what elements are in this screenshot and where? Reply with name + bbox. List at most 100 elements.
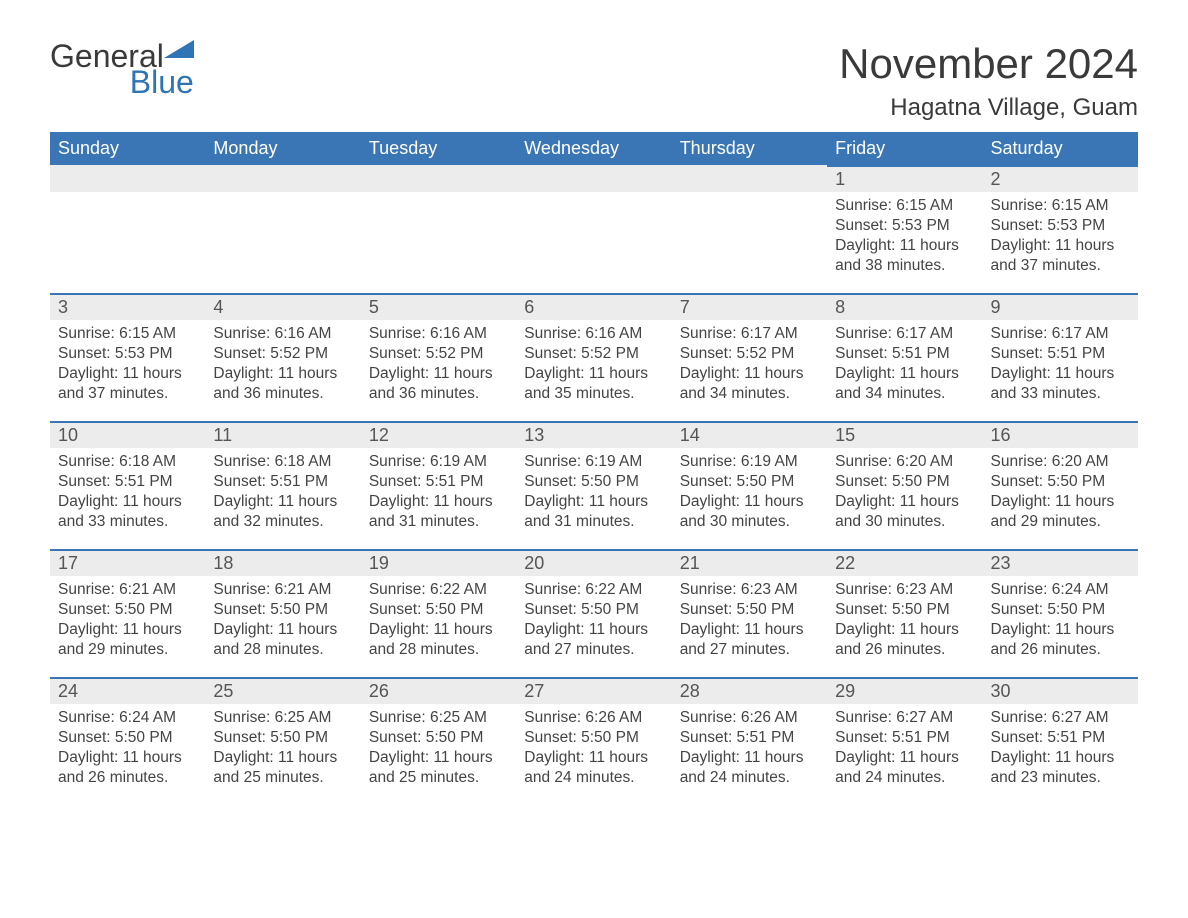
daylight-line: Daylight: 11 hours and 26 minutes. <box>991 620 1130 660</box>
header: General Blue November 2024 Hagatna Villa… <box>50 40 1138 132</box>
sunset-line: Sunset: 5:50 PM <box>991 600 1130 620</box>
calendar-day-cell: 21Sunrise: 6:23 AMSunset: 5:50 PMDayligh… <box>672 549 827 677</box>
sunrise-line: Sunrise: 6:19 AM <box>369 452 508 472</box>
day-number: 16 <box>983 421 1138 448</box>
sunrise-line: Sunrise: 6:18 AM <box>58 452 197 472</box>
sunset-line: Sunset: 5:51 PM <box>369 472 508 492</box>
sunset-line: Sunset: 5:51 PM <box>991 728 1130 748</box>
daylight-line: Daylight: 11 hours and 29 minutes. <box>58 620 197 660</box>
sunset-line: Sunset: 5:51 PM <box>991 344 1130 364</box>
weekday-header: Saturday <box>983 132 1138 165</box>
calendar-empty-cell <box>50 165 205 293</box>
day-number <box>361 165 516 192</box>
calendar-day-cell: 2Sunrise: 6:15 AMSunset: 5:53 PMDaylight… <box>983 165 1138 293</box>
day-details: Sunrise: 6:20 AMSunset: 5:50 PMDaylight:… <box>827 448 982 539</box>
sunset-line: Sunset: 5:50 PM <box>524 728 663 748</box>
day-details: Sunrise: 6:24 AMSunset: 5:50 PMDaylight:… <box>983 576 1138 667</box>
daylight-line: Daylight: 11 hours and 38 minutes. <box>835 236 974 276</box>
daylight-line: Daylight: 11 hours and 28 minutes. <box>369 620 508 660</box>
day-details: Sunrise: 6:16 AMSunset: 5:52 PMDaylight:… <box>205 320 360 411</box>
day-number: 10 <box>50 421 205 448</box>
sunset-line: Sunset: 5:50 PM <box>680 472 819 492</box>
day-number: 23 <box>983 549 1138 576</box>
day-number <box>205 165 360 192</box>
calendar-empty-cell <box>672 165 827 293</box>
sunset-line: Sunset: 5:50 PM <box>835 600 974 620</box>
daylight-line: Daylight: 11 hours and 37 minutes. <box>991 236 1130 276</box>
day-number: 22 <box>827 549 982 576</box>
day-details: Sunrise: 6:24 AMSunset: 5:50 PMDaylight:… <box>50 704 205 795</box>
sunset-line: Sunset: 5:50 PM <box>58 728 197 748</box>
calendar-day-cell: 13Sunrise: 6:19 AMSunset: 5:50 PMDayligh… <box>516 421 671 549</box>
sunrise-line: Sunrise: 6:22 AM <box>369 580 508 600</box>
day-details: Sunrise: 6:25 AMSunset: 5:50 PMDaylight:… <box>361 704 516 795</box>
daylight-line: Daylight: 11 hours and 34 minutes. <box>680 364 819 404</box>
daylight-line: Daylight: 11 hours and 27 minutes. <box>680 620 819 660</box>
day-details: Sunrise: 6:19 AMSunset: 5:50 PMDaylight:… <box>672 448 827 539</box>
location-label: Hagatna Village, Guam <box>839 94 1138 122</box>
daylight-line: Daylight: 11 hours and 26 minutes. <box>58 748 197 788</box>
sunset-line: Sunset: 5:50 PM <box>680 600 819 620</box>
day-details: Sunrise: 6:27 AMSunset: 5:51 PMDaylight:… <box>827 704 982 795</box>
day-number: 12 <box>361 421 516 448</box>
daylight-line: Daylight: 11 hours and 35 minutes. <box>524 364 663 404</box>
sunrise-line: Sunrise: 6:17 AM <box>991 324 1130 344</box>
day-number: 6 <box>516 293 671 320</box>
daylight-line: Daylight: 11 hours and 23 minutes. <box>991 748 1130 788</box>
sunset-line: Sunset: 5:53 PM <box>835 216 974 236</box>
sunrise-line: Sunrise: 6:21 AM <box>213 580 352 600</box>
sunrise-line: Sunrise: 6:26 AM <box>524 708 663 728</box>
calendar-empty-cell <box>516 165 671 293</box>
calendar-day-cell: 28Sunrise: 6:26 AMSunset: 5:51 PMDayligh… <box>672 677 827 805</box>
day-details: Sunrise: 6:26 AMSunset: 5:51 PMDaylight:… <box>672 704 827 795</box>
sunset-line: Sunset: 5:51 PM <box>680 728 819 748</box>
calendar-day-cell: 27Sunrise: 6:26 AMSunset: 5:50 PMDayligh… <box>516 677 671 805</box>
day-details: Sunrise: 6:15 AMSunset: 5:53 PMDaylight:… <box>827 192 982 283</box>
day-details: Sunrise: 6:16 AMSunset: 5:52 PMDaylight:… <box>516 320 671 411</box>
day-number: 21 <box>672 549 827 576</box>
calendar-day-cell: 17Sunrise: 6:21 AMSunset: 5:50 PMDayligh… <box>50 549 205 677</box>
day-number: 3 <box>50 293 205 320</box>
day-details: Sunrise: 6:15 AMSunset: 5:53 PMDaylight:… <box>50 320 205 411</box>
calendar-header-row: SundayMondayTuesdayWednesdayThursdayFrid… <box>50 132 1138 165</box>
day-details: Sunrise: 6:16 AMSunset: 5:52 PMDaylight:… <box>361 320 516 411</box>
calendar-week-row: 1Sunrise: 6:15 AMSunset: 5:53 PMDaylight… <box>50 165 1138 293</box>
sunset-line: Sunset: 5:50 PM <box>369 600 508 620</box>
sunrise-line: Sunrise: 6:27 AM <box>991 708 1130 728</box>
calendar-week-row: 3Sunrise: 6:15 AMSunset: 5:53 PMDaylight… <box>50 293 1138 421</box>
calendar-day-cell: 5Sunrise: 6:16 AMSunset: 5:52 PMDaylight… <box>361 293 516 421</box>
day-number: 7 <box>672 293 827 320</box>
calendar-day-cell: 1Sunrise: 6:15 AMSunset: 5:53 PMDaylight… <box>827 165 982 293</box>
weekday-header: Thursday <box>672 132 827 165</box>
sunrise-line: Sunrise: 6:15 AM <box>835 196 974 216</box>
day-details: Sunrise: 6:21 AMSunset: 5:50 PMDaylight:… <box>205 576 360 667</box>
month-title: November 2024 <box>839 40 1138 88</box>
sunrise-line: Sunrise: 6:25 AM <box>213 708 352 728</box>
day-number <box>672 165 827 192</box>
brand-logo: General Blue <box>50 40 194 101</box>
calendar-day-cell: 19Sunrise: 6:22 AMSunset: 5:50 PMDayligh… <box>361 549 516 677</box>
calendar-empty-cell <box>361 165 516 293</box>
day-details: Sunrise: 6:18 AMSunset: 5:51 PMDaylight:… <box>50 448 205 539</box>
daylight-line: Daylight: 11 hours and 34 minutes. <box>835 364 974 404</box>
sunset-line: Sunset: 5:50 PM <box>524 600 663 620</box>
day-number: 20 <box>516 549 671 576</box>
sunrise-line: Sunrise: 6:20 AM <box>991 452 1130 472</box>
calendar-day-cell: 26Sunrise: 6:25 AMSunset: 5:50 PMDayligh… <box>361 677 516 805</box>
daylight-line: Daylight: 11 hours and 33 minutes. <box>58 492 197 532</box>
day-details: Sunrise: 6:19 AMSunset: 5:50 PMDaylight:… <box>516 448 671 539</box>
daylight-line: Daylight: 11 hours and 33 minutes. <box>991 364 1130 404</box>
day-details: Sunrise: 6:18 AMSunset: 5:51 PMDaylight:… <box>205 448 360 539</box>
daylight-line: Daylight: 11 hours and 28 minutes. <box>213 620 352 660</box>
sunrise-line: Sunrise: 6:24 AM <box>991 580 1130 600</box>
calendar-day-cell: 23Sunrise: 6:24 AMSunset: 5:50 PMDayligh… <box>983 549 1138 677</box>
day-details: Sunrise: 6:23 AMSunset: 5:50 PMDaylight:… <box>672 576 827 667</box>
calendar-day-cell: 7Sunrise: 6:17 AMSunset: 5:52 PMDaylight… <box>672 293 827 421</box>
day-number: 27 <box>516 677 671 704</box>
daylight-line: Daylight: 11 hours and 27 minutes. <box>524 620 663 660</box>
day-number: 28 <box>672 677 827 704</box>
day-number <box>50 165 205 192</box>
sunrise-line: Sunrise: 6:22 AM <box>524 580 663 600</box>
sunrise-line: Sunrise: 6:17 AM <box>835 324 974 344</box>
calendar-day-cell: 30Sunrise: 6:27 AMSunset: 5:51 PMDayligh… <box>983 677 1138 805</box>
